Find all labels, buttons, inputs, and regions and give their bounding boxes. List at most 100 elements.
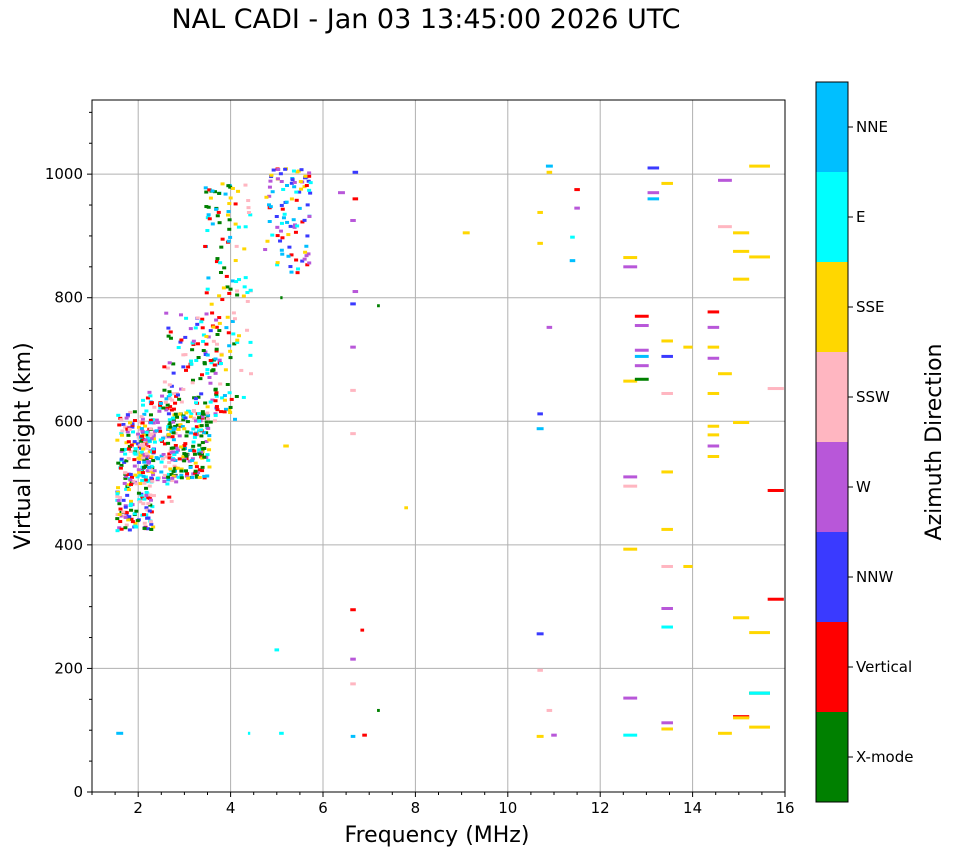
echo-point (162, 476, 167, 480)
echo-point (123, 425, 128, 429)
x-tick-label: 14 (683, 799, 702, 817)
echo-point (215, 214, 220, 218)
echo-point (178, 423, 183, 427)
echo-point (265, 239, 270, 243)
echo-point (280, 236, 285, 240)
echo-point (133, 447, 138, 451)
echo-trace (661, 727, 673, 731)
echo-point (214, 349, 219, 353)
echo-point (223, 192, 228, 196)
echo-trace (647, 166, 660, 170)
y-tick-label: 1000 (45, 165, 83, 183)
echo-point (149, 464, 154, 468)
echo-point (115, 492, 120, 496)
echo-point (182, 452, 187, 456)
echo-point (305, 263, 310, 267)
echo-point (155, 476, 160, 480)
echo-trace (733, 616, 750, 620)
echo-point (179, 445, 184, 449)
echo-point (270, 190, 275, 194)
echo-point (169, 408, 174, 412)
echo-point (170, 458, 175, 462)
echo-point (271, 168, 276, 172)
echo-point (182, 459, 187, 463)
colorbar-segment-ssw (816, 352, 848, 442)
echo-point (305, 203, 310, 207)
echo-point (142, 521, 147, 525)
echo-point (300, 259, 305, 263)
echo-point (208, 329, 213, 333)
y-tick-label: 400 (54, 536, 83, 554)
echo-point (289, 270, 294, 274)
echo-point (281, 216, 286, 220)
echo-point (171, 371, 176, 375)
echo-point (292, 185, 297, 189)
echo-point (200, 410, 205, 414)
echo-trace (661, 354, 673, 358)
echo-point (218, 261, 223, 265)
echo-point (245, 299, 250, 303)
echo-point (227, 227, 232, 231)
echo-point (138, 443, 143, 447)
echo-trace (569, 259, 576, 263)
echo-point (139, 427, 144, 431)
echo-point (268, 205, 273, 209)
echo-point (241, 294, 246, 298)
echo-point (149, 476, 154, 480)
echo-point (246, 210, 251, 214)
echo-trace (574, 188, 580, 192)
echo-point (137, 470, 142, 474)
echo-point (214, 318, 219, 322)
echo-point (279, 203, 284, 207)
echo-point (193, 419, 198, 423)
echo-point (141, 437, 146, 441)
echo-point (144, 430, 149, 434)
echo-trace (718, 225, 732, 229)
echo-point (211, 339, 216, 343)
echo-point (215, 257, 220, 261)
echo-point (115, 513, 120, 517)
echo-point (162, 365, 167, 369)
echo-point (274, 215, 279, 219)
echo-point (206, 458, 211, 462)
echo-point (226, 331, 231, 335)
echo-point (167, 460, 172, 464)
echo-point (150, 479, 155, 483)
echo-point (179, 338, 184, 342)
echo-point (174, 450, 179, 454)
echo-point (166, 334, 171, 338)
colorbar-segment-e (816, 172, 848, 262)
echo-point (197, 416, 202, 420)
echo-trace (767, 597, 784, 601)
echo-trace (634, 377, 649, 381)
colorbar-segment-nnw (816, 532, 848, 622)
echo-point (234, 244, 239, 248)
colorbar-tick-label: SSE (856, 298, 885, 316)
echo-point (123, 476, 128, 480)
echo-point (193, 326, 198, 330)
echo-point (227, 391, 232, 395)
echo-point (245, 291, 250, 295)
echo-point (228, 405, 233, 409)
echo-point (199, 450, 204, 454)
echo-point (149, 510, 154, 514)
echo-point (205, 368, 210, 372)
echo-point (140, 417, 145, 421)
echo-point (181, 365, 186, 369)
echo-point (116, 413, 121, 417)
echo-trace (661, 606, 673, 610)
echo-point (217, 191, 222, 195)
echo-point (296, 267, 301, 271)
echo-point (222, 398, 227, 402)
echo-point (214, 392, 219, 396)
echo-trace (623, 696, 638, 700)
echo-point (298, 180, 303, 184)
echo-point (300, 220, 305, 224)
echo-point (225, 315, 230, 319)
echo-point (213, 357, 218, 361)
echo-point (224, 326, 229, 330)
echo-point (292, 223, 297, 227)
echo-point (123, 452, 128, 456)
echo-point (130, 422, 135, 426)
echo-point (227, 408, 232, 412)
